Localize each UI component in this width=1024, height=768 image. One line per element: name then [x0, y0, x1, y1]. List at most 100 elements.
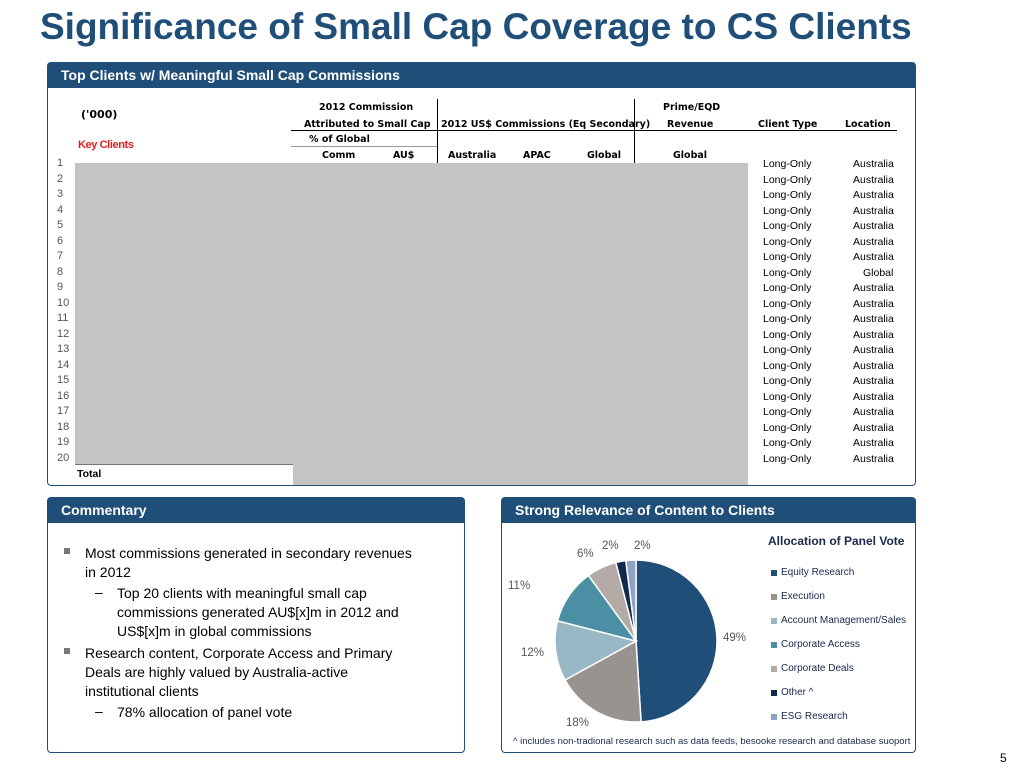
row-client-type: Long-Only — [763, 390, 812, 403]
row-location: Australia — [853, 173, 894, 186]
dash-icon: – — [95, 584, 103, 600]
relevance-panel-header: Strong Relevance of Content to Clients — [501, 497, 916, 523]
header-rule — [291, 130, 897, 131]
pie-slice-label: 6% — [577, 548, 594, 560]
bullet-icon — [64, 648, 70, 654]
row-location: Australia — [853, 328, 894, 341]
redacted-total-block — [293, 464, 748, 485]
commentary-panel — [47, 523, 465, 753]
row-number: 14 — [57, 358, 70, 371]
legend-swatch — [771, 594, 777, 600]
row-client-type: Long-Only — [763, 297, 812, 310]
legend-swatch — [771, 714, 777, 720]
row-number: 6 — [57, 234, 64, 247]
row-client-type: Long-Only — [763, 359, 812, 372]
row-client-type: Long-Only — [763, 266, 812, 279]
bullet-text: Research content, Corporate Access and P… — [85, 645, 393, 661]
top-clients-panel-header: Top Clients w/ Meaningful Small Cap Comm… — [47, 62, 916, 88]
legend-swatch — [771, 642, 777, 648]
page-title: Significance of Small Cap Coverage to CS… — [40, 6, 912, 47]
total-label: Total — [77, 468, 102, 480]
header-revenue: Revenue — [667, 119, 714, 130]
legend-label: Account Management/Sales — [781, 615, 907, 626]
row-location: Australia — [853, 297, 894, 310]
row-number: 12 — [57, 327, 70, 340]
row-location: Australia — [853, 390, 894, 403]
pie-slice-label: 49% — [723, 632, 747, 644]
header-client-type: Client Type — [758, 119, 818, 130]
row-number: 8 — [57, 265, 64, 278]
sub-bullet-text: commissions generated AU$[x]m in 2012 an… — [117, 604, 399, 620]
row-number: 19 — [57, 436, 70, 448]
row-location: Australia — [853, 437, 894, 449]
header-location: Location — [845, 119, 891, 130]
legend-swatch — [771, 666, 777, 672]
row-client-type: Long-Only — [763, 344, 812, 356]
row-client-type: Long-Only — [763, 313, 812, 325]
header-attributed: Attributed to Small Cap — [304, 119, 431, 130]
row-location: Australia — [853, 344, 894, 356]
row-client-type: Long-Only — [763, 328, 812, 341]
row-number: 16 — [57, 389, 70, 402]
row-location: Global — [863, 266, 894, 279]
total-rule — [75, 464, 293, 465]
relevance-panel — [501, 523, 916, 753]
row-number: 7 — [57, 250, 64, 262]
row-client-type: Long-Only — [763, 421, 812, 434]
row-number: 1 — [57, 157, 64, 169]
page-number: 5 — [1000, 751, 1007, 765]
row-location: Australia — [853, 421, 894, 434]
pie-slice-label: 2% — [602, 540, 619, 552]
row-client-type: Long-Only — [763, 173, 812, 186]
row-location: Australia — [853, 282, 894, 294]
header-pct-global: % of Global — [309, 134, 370, 145]
legend-swatch — [771, 570, 777, 576]
row-location: Australia — [853, 220, 894, 232]
row-number: 15 — [57, 374, 70, 386]
row-location: Australia — [853, 235, 894, 248]
header-divider — [634, 99, 635, 163]
row-location: Australia — [853, 313, 894, 325]
row-number: 3 — [57, 188, 64, 200]
bullet-text: Deals are highly valued by Australia-act… — [85, 664, 349, 680]
row-number: 20 — [57, 451, 70, 464]
row-location: Australia — [853, 189, 894, 201]
row-client-type: Long-Only — [763, 204, 812, 217]
row-client-type: Long-Only — [763, 251, 812, 263]
row-number: 13 — [57, 343, 70, 355]
row-location: Australia — [853, 204, 894, 217]
bullet-text: in 2012 — [85, 564, 131, 580]
row-number: 17 — [57, 405, 70, 417]
header-us-commissions: 2012 US$ Commissions (Eq Secondary) — [441, 119, 651, 130]
pie-slice-label: 18% — [566, 717, 590, 729]
header-aud: AU$ — [393, 150, 415, 161]
redacted-data-block — [75, 163, 748, 464]
header-divider — [437, 99, 438, 163]
header-global-revenue: Global — [673, 150, 708, 161]
legend-swatch — [771, 690, 777, 696]
legend-swatch — [771, 618, 777, 624]
row-number: 11 — [57, 312, 69, 324]
row-location: Australia — [853, 406, 894, 418]
header-apac: APAC — [523, 150, 551, 161]
header-australia: Australia — [448, 150, 497, 161]
row-client-type: Long-Only — [763, 235, 812, 248]
chart-title: Allocation of Panel Vote — [768, 534, 905, 548]
bullet-icon — [64, 548, 70, 554]
pie-slice-label: 2% — [634, 540, 651, 552]
dash-icon: – — [95, 703, 103, 719]
sub-bullet-text: US$[x]m in global commissions — [117, 623, 312, 639]
row-client-type: Long-Only — [763, 220, 812, 232]
row-client-type: Long-Only — [763, 189, 812, 201]
row-number: 4 — [57, 203, 64, 216]
row-client-type: Long-Only — [763, 437, 812, 449]
row-location: Australia — [853, 158, 894, 170]
legend-label: Equity Research — [781, 567, 855, 578]
row-client-type: Long-Only — [763, 452, 812, 465]
legend-label: ESG Research — [781, 711, 848, 722]
key-clients-label: Key Clients — [78, 139, 134, 151]
bullet-text: Most commissions generated in secondary … — [85, 545, 412, 561]
header-prime-eqd: Prime/EQD — [663, 102, 721, 113]
row-client-type: Long-Only — [763, 406, 812, 418]
chart-footnote: ^ includes non-tradional research such a… — [513, 736, 911, 747]
